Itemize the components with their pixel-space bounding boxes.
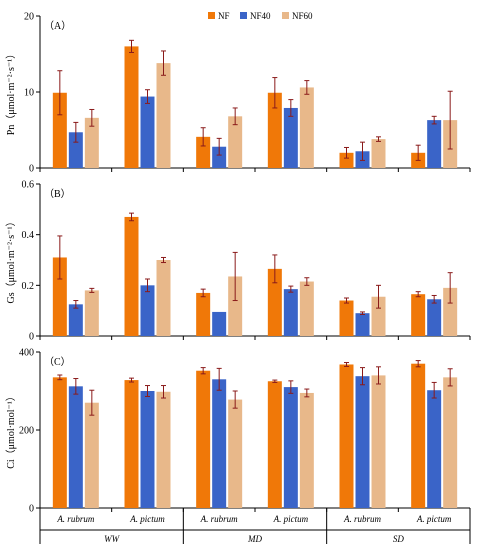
bar-nf40-2: [140, 285, 155, 336]
bar-nf60-2: [156, 63, 171, 169]
y-axis-label: Gs（μmol·m⁻²·s⁻¹）: [5, 217, 17, 304]
y-axis-label: Pn（μmol·m⁻²·s⁻¹）: [5, 49, 17, 135]
bar-nf40-6: [427, 390, 442, 508]
category-label: A. rubrum: [200, 514, 239, 524]
bar-nf-4: [267, 92, 282, 168]
bar-nf-5: [339, 364, 354, 508]
category-label: A. pictum: [129, 514, 165, 524]
legend-label-nf60: NF60: [292, 11, 313, 21]
panel-label: （B）: [44, 188, 71, 200]
bar-nf-6: [411, 294, 426, 336]
bar-nf-4: [267, 268, 282, 336]
panel-label: （A）: [44, 20, 71, 32]
bar-nf60-5: [371, 375, 386, 508]
bar-nf40-6: [427, 299, 442, 336]
bar-nf40-4: [283, 289, 298, 336]
panel-label: （C）: [44, 356, 71, 368]
bar-nf-5: [339, 152, 354, 168]
bar-nf60-5: [371, 296, 386, 336]
bar-nf60-4: [299, 281, 314, 336]
legend-swatch-nf: [208, 12, 215, 19]
bar-nf40-1: [68, 132, 83, 168]
bar-nf60-3: [228, 276, 243, 336]
bar-nf60-1: [84, 117, 99, 168]
bar-nf-3: [196, 292, 211, 336]
y-tick-label: 200: [19, 426, 34, 437]
y-tick-label: 0.6: [22, 180, 35, 191]
bar-nf40-4: [283, 387, 298, 508]
panel-b: 0 0.2 0.4 0.6 （B） Gs（μmol·m⁻²·s⁻¹）: [5, 180, 471, 343]
legend: NF NF40 NF60: [208, 11, 313, 21]
y-tick-label: 0.4: [22, 230, 35, 241]
y-tick-label: 0.2: [22, 281, 35, 292]
bar-nf60-4: [299, 392, 314, 508]
bar-nf40-1: [68, 304, 83, 336]
y-axis-label: Ci（μmol·mol⁻¹）: [5, 391, 17, 469]
group-label: SD: [393, 534, 405, 544]
bar-nf40-2: [140, 391, 155, 508]
bar-nf-3: [196, 136, 211, 168]
bar-nf60-6: [443, 377, 458, 508]
category-label: A. pictum: [416, 514, 452, 524]
legend-swatch-nf40: [240, 12, 247, 19]
legend-label-nf: NF: [218, 11, 230, 21]
category-label: A. rubrum: [343, 514, 382, 524]
bar-nf60-6: [443, 287, 458, 336]
bar-nf40-3: [212, 311, 227, 336]
bar-nf-2: [124, 216, 139, 336]
bar-nf-3: [196, 370, 211, 508]
group-label: MD: [247, 534, 262, 544]
y-tick-label: 20: [24, 12, 34, 23]
chart-panels: 0 10 20 （A） Pn（μmol·m⁻²·s⁻¹） 0 0.2 0.4 0.6 （B） Gs（…: [5, 12, 471, 515]
legend-label-nf40: NF40: [250, 11, 271, 21]
bar-nf40-5: [355, 376, 370, 508]
panel-a: 0 10 20 （A） Pn（μmol·m⁻²·s⁻¹）: [5, 12, 471, 175]
bar-nf-6: [411, 363, 426, 508]
bar-nf60-1: [84, 290, 99, 336]
bar-nf40-2: [140, 96, 155, 168]
bar-nf60-1: [84, 402, 99, 508]
bar-nf-5: [339, 300, 354, 336]
category-label: A. rubrum: [56, 514, 95, 524]
x-axis-categories: A. rubrum A. pictum A. rubrum A. pictum A. r…: [39, 508, 471, 544]
y-tick-label: 0: [29, 332, 34, 343]
bar-nf60-3: [228, 116, 243, 168]
legend-swatch-nf60: [282, 12, 289, 19]
bar-nf60-4: [299, 87, 314, 168]
bar-nf60-5: [371, 139, 386, 168]
bar-nf40-1: [68, 386, 83, 508]
bar-nf40-3: [212, 146, 227, 168]
y-tick-label: 0: [29, 164, 34, 175]
bar-nf60-2: [156, 391, 171, 508]
bar-nf-4: [267, 381, 282, 508]
panel-c: 0 200 400 （C） Ci（μmol·mol⁻¹）: [5, 348, 471, 515]
category-label: A. pictum: [273, 514, 309, 524]
bar-nf40-6: [427, 120, 442, 168]
group-label: WW: [104, 534, 120, 544]
y-tick-label: 10: [24, 88, 34, 99]
bar-nf40-3: [212, 379, 227, 508]
bar-nf-1: [52, 257, 67, 336]
bar-nf60-2: [156, 260, 171, 336]
bar-nf40-4: [283, 107, 298, 168]
bar-nf60-3: [228, 399, 243, 508]
bar-nf-1: [52, 92, 67, 168]
bar-nf-2: [124, 46, 139, 168]
bar-nf-2: [124, 380, 139, 508]
y-tick-label: 0: [29, 504, 34, 515]
y-tick-label: 400: [19, 348, 34, 359]
bar-nf-1: [52, 377, 67, 508]
bar-nf40-5: [355, 313, 370, 336]
